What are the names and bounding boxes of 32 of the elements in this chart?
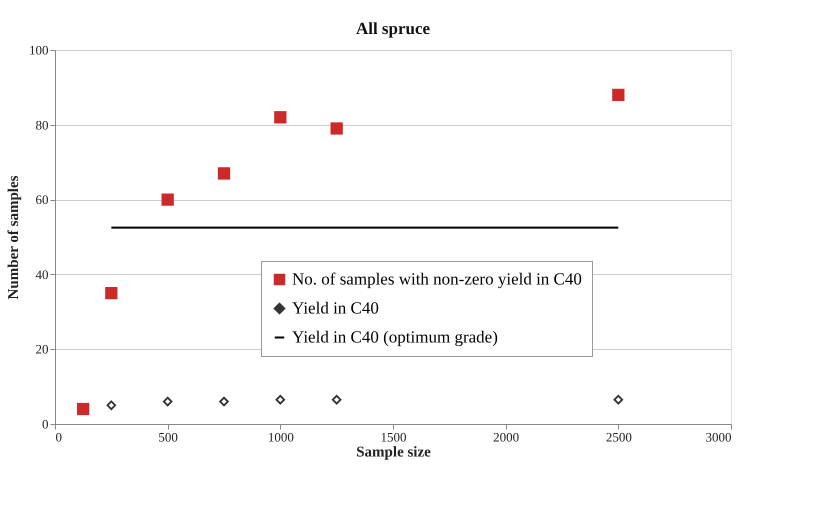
- y-tick-label: 80: [36, 117, 48, 132]
- y-tick-label: 20: [36, 342, 48, 357]
- point: [612, 88, 624, 102]
- point: [162, 396, 172, 406]
- chart-title: All spruce: [356, 19, 431, 38]
- y-tick-label: 40: [36, 266, 48, 282]
- x-tick-label: 2000: [493, 430, 520, 444]
- x-tick-label: 1000: [268, 430, 294, 444]
- point: [162, 193, 174, 206]
- y-tick-label: 60: [36, 192, 48, 208]
- legend-label: Yield in C40 (optimum grade): [292, 328, 498, 346]
- y-axis-title: Number of samples: [6, 175, 22, 300]
- x-tick-label: 500: [158, 430, 178, 444]
- point: [218, 167, 230, 180]
- x-tick-label: 3000: [706, 430, 732, 444]
- y-tick-label: 0: [42, 416, 48, 432]
- point: [330, 122, 343, 135]
- point: [77, 402, 90, 416]
- point: [274, 111, 286, 124]
- x-tick-label: 0: [56, 430, 62, 444]
- point: [105, 286, 118, 300]
- point: [332, 394, 342, 404]
- point: [614, 394, 624, 404]
- x-axis-title: Sample size: [356, 444, 432, 460]
- x-tick-label: 2500: [606, 430, 632, 444]
- legend-label: Yield in C40: [292, 298, 379, 318]
- legend-label: No. of samples with non-zero yield in C40: [292, 270, 582, 288]
- point: [106, 400, 116, 410]
- point: [276, 394, 286, 404]
- y-tick-label: 100: [29, 42, 48, 58]
- x-tick-label: 1500: [380, 430, 406, 444]
- point: [219, 396, 229, 406]
